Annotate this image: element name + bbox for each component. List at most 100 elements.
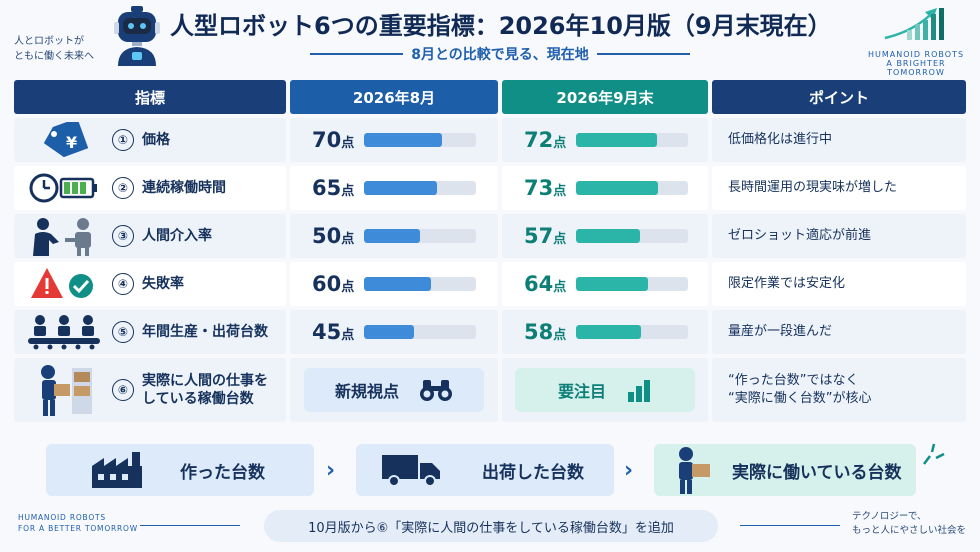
indicator-number: ⑥ bbox=[112, 379, 134, 401]
august-cell: 新規視点 bbox=[290, 358, 498, 422]
august-score: 50点 bbox=[312, 224, 355, 248]
point-cell: “作った台数”ではなく “実際に働く台数”が核心 bbox=[712, 358, 966, 422]
point-text: 低価格化は進行中 bbox=[728, 132, 833, 147]
august-score-bar-fill bbox=[364, 325, 415, 339]
table-row: ⑤ 年間生産・出荷台数 45点 58点 量産が一段進んだ bbox=[14, 310, 966, 354]
august-score: 45点 bbox=[312, 320, 355, 344]
flow-step-built: 作った台数 bbox=[46, 444, 314, 496]
warning-check-icon bbox=[22, 264, 106, 304]
august-cell: 70点 bbox=[290, 118, 498, 162]
september-score: 64点 bbox=[524, 272, 567, 296]
robot-mascot-icon bbox=[114, 6, 160, 66]
indicator-label: 人間介入率 bbox=[142, 228, 212, 244]
indicator-label: 実際に人間の仕事を している稼働台数 bbox=[142, 373, 268, 407]
point-cell: 低価格化は進行中 bbox=[712, 118, 966, 162]
august-score-bar bbox=[364, 133, 476, 147]
point-cell: 量産が一段進んだ bbox=[712, 310, 966, 354]
col-header-indicator: 指標 bbox=[14, 80, 286, 114]
point-text: 限定作業では安定化 bbox=[728, 276, 846, 291]
subtitle-divider bbox=[310, 53, 404, 55]
chevron-right-icon: › bbox=[326, 458, 336, 483]
factory-icon bbox=[92, 452, 142, 488]
col-header-september: 2026年9月末 bbox=[502, 80, 708, 114]
august-score: 60点 bbox=[312, 272, 355, 296]
august-cell: 65点 bbox=[290, 166, 498, 210]
september-score-bar bbox=[576, 277, 688, 291]
truck-icon bbox=[382, 455, 440, 487]
tagline: 人とロボットが ともに働く未来へ bbox=[14, 36, 94, 62]
indicator-cell: ¥ ① 価格 bbox=[14, 118, 286, 162]
point-cell: 長時間運用の現実味が増した bbox=[712, 166, 966, 210]
binoculars-icon bbox=[420, 380, 452, 401]
indicator-cell: ④ 失敗率 bbox=[14, 262, 286, 306]
point-cell: 限定作業では安定化 bbox=[712, 262, 966, 306]
clock-battery-icon bbox=[22, 168, 106, 208]
indicator-number: ④ bbox=[112, 273, 134, 295]
indicator-cell: ③ 人間介入率 bbox=[14, 214, 286, 258]
august-score-bar bbox=[364, 229, 476, 243]
chevron-right-icon: › bbox=[624, 458, 634, 483]
august-cell: 45点 bbox=[290, 310, 498, 354]
august-score-bar-fill bbox=[364, 277, 432, 291]
svg-text:¥: ¥ bbox=[66, 133, 77, 152]
september-cell: 64点 bbox=[502, 262, 708, 306]
flow-step-working: 実際に働いている台数 bbox=[654, 444, 916, 496]
indicator-number: ③ bbox=[112, 225, 134, 247]
footer-divider bbox=[740, 525, 840, 526]
september-score: 57点 bbox=[524, 224, 567, 248]
page-title: 人型ロボット6つの重要指標：2026年10月版（9月末現在） bbox=[170, 12, 832, 40]
table-row: ④ 失敗率 60点 64点 限定作業では安定化 bbox=[14, 262, 966, 306]
growth-chart-logo-icon bbox=[884, 8, 944, 40]
august-score-bar-fill bbox=[364, 133, 443, 147]
indicator-number: ① bbox=[112, 129, 134, 151]
september-score-bar bbox=[576, 229, 688, 243]
september-cell: 58点 bbox=[502, 310, 708, 354]
subtitle-row: 8月との比較で見る、現在地 bbox=[310, 44, 691, 64]
col-header-point: ポイント bbox=[712, 80, 966, 114]
august-score-bar bbox=[364, 325, 476, 339]
point-text: “作った台数”ではなく “実際に働く台数”が核心 bbox=[728, 373, 872, 406]
september-score-bar-fill bbox=[576, 133, 657, 147]
september-score-bar-fill bbox=[576, 277, 648, 291]
september-score: 72点 bbox=[524, 128, 567, 152]
september-score-bar bbox=[576, 181, 688, 195]
august-score-bar-fill bbox=[364, 229, 420, 243]
table-row: ② 連続稼働時間 65点 73点 長時間運用の現実味が増した bbox=[14, 166, 966, 210]
september-cell: 72点 bbox=[502, 118, 708, 162]
august-score-bar bbox=[364, 181, 476, 195]
table-row: ¥ ① 価格 70点 72点 低価格化は進行中 bbox=[14, 118, 966, 162]
point-text: ゼロショット適応が前進 bbox=[728, 228, 872, 243]
september-cell: 57点 bbox=[502, 214, 708, 258]
point-cell: ゼロショット適応が前進 bbox=[712, 214, 966, 258]
indicator-cell: ⑤ 年間生産・出荷台数 bbox=[14, 310, 286, 354]
september-score-bar bbox=[576, 325, 688, 339]
indicator-label: 失敗率 bbox=[142, 276, 184, 292]
brand-logo: HUMANOID ROBOTS A BRIGHTER TOMORROW bbox=[866, 4, 966, 77]
footer-slogan: テクノロジーで、 もっと人にやさしい社会を bbox=[852, 511, 967, 536]
point-text: 量産が一段進んだ bbox=[728, 324, 833, 339]
august-score-bar-fill bbox=[364, 181, 437, 195]
august-cell: 50点 bbox=[290, 214, 498, 258]
footer-note: 10月版から⑥「実際に人間の仕事をしている稼働台数」を追加 bbox=[264, 510, 718, 542]
indicator-table: 指標 2026年8月 2026年9月末 ポイント ¥ ① 価格 70点 72点 低価格化は… bbox=[14, 80, 966, 422]
indicator-label: 価格 bbox=[142, 132, 170, 148]
table-row: ③ 人間介入率 50点 57点 ゼロショット適応が前進 bbox=[14, 214, 966, 258]
august-score: 70点 bbox=[312, 128, 355, 152]
september-score-bar-fill bbox=[576, 229, 640, 243]
september-score: 58点 bbox=[524, 320, 567, 344]
indicator-number: ⑤ bbox=[112, 321, 134, 343]
robot-carrying-box-icon bbox=[22, 365, 106, 416]
september-cell: 要注目 bbox=[502, 358, 708, 422]
indicator-label: 連続稼働時間 bbox=[142, 180, 226, 196]
september-score-bar-fill bbox=[576, 325, 641, 339]
subtitle-divider bbox=[596, 53, 691, 55]
table-header: 指標 2026年8月 2026年9月末 ポイント bbox=[14, 80, 966, 114]
indicator-cell: ② 連続稼働時間 bbox=[14, 166, 286, 210]
september-score: 73点 bbox=[524, 176, 567, 200]
table-row: ⑥ 実際に人間の仕事を している稼働台数 新規視点 bbox=[14, 358, 966, 422]
col-header-august: 2026年8月 bbox=[290, 80, 498, 114]
september-score-bar bbox=[576, 133, 688, 147]
footer-brand: HUMANOID ROBOTS FOR A BETTER TOMORROW bbox=[18, 513, 138, 533]
footer-divider bbox=[140, 525, 240, 526]
flow-step-shipped: 出荷した台数 bbox=[356, 444, 614, 496]
